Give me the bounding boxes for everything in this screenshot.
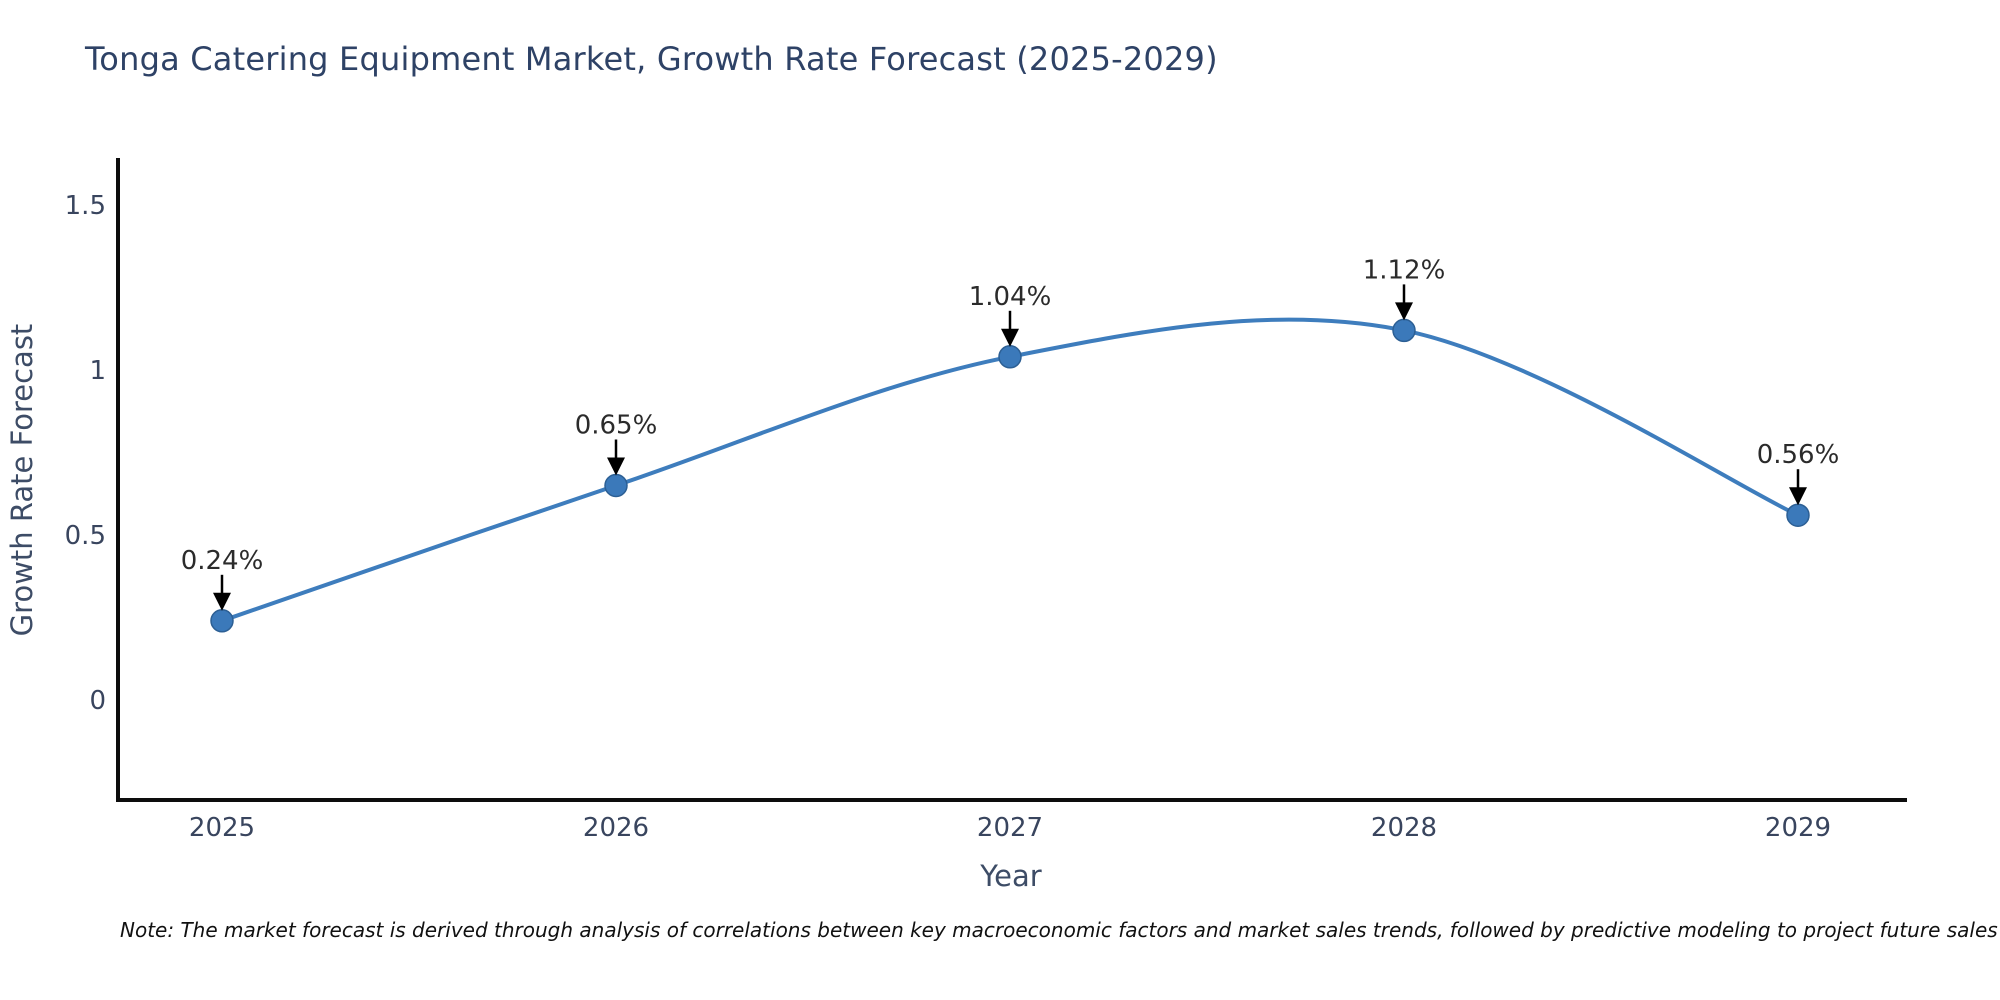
- footnote: Note: The market forecast is derived thr…: [120, 918, 1998, 942]
- chart-title: Tonga Catering Equipment Market, Growth …: [85, 40, 1218, 78]
- x-tick-label-2025: 2025: [189, 813, 255, 843]
- y-tick-label-1: 1: [89, 356, 106, 386]
- plot-area[interactable]: [118, 160, 1905, 800]
- point-arrow-head-2025: [213, 592, 231, 611]
- point-label-2028: 1.12%: [1363, 255, 1446, 285]
- y-axis-title: Growth Rate Forecast: [5, 324, 39, 637]
- y-tick-label-1.5: 1.5: [65, 191, 106, 221]
- y-tick-label-0.5: 0.5: [65, 521, 106, 551]
- x-tick-label-2029: 2029: [1765, 813, 1831, 843]
- data-point-2029[interactable]: [1786, 503, 1810, 527]
- point-arrow-head-2027: [1001, 328, 1019, 347]
- y-tick-label-0: 0: [89, 686, 106, 716]
- data-point-2026[interactable]: [604, 473, 628, 498]
- point-arrow-head-2028: [1395, 302, 1413, 321]
- point-label-2027: 1.04%: [969, 282, 1052, 312]
- x-tick-label-2026: 2026: [583, 813, 649, 843]
- point-label-2025: 0.24%: [181, 546, 264, 576]
- data-point-2028[interactable]: [1392, 318, 1416, 343]
- point-arrow-head-2026: [607, 457, 625, 476]
- x-tick-label-2027: 2027: [977, 813, 1043, 843]
- data-point-2027[interactable]: [998, 345, 1022, 369]
- point-arrow-head-2029: [1789, 487, 1807, 506]
- x-tick-label-2028: 2028: [1371, 813, 1437, 843]
- x-axis-title: Year: [979, 859, 1041, 893]
- data-point-2025[interactable]: [210, 609, 234, 633]
- point-label-2029: 0.56%: [1757, 440, 1840, 470]
- axis-lines: [116, 158, 1907, 802]
- point-label-2026: 0.65%: [575, 411, 658, 441]
